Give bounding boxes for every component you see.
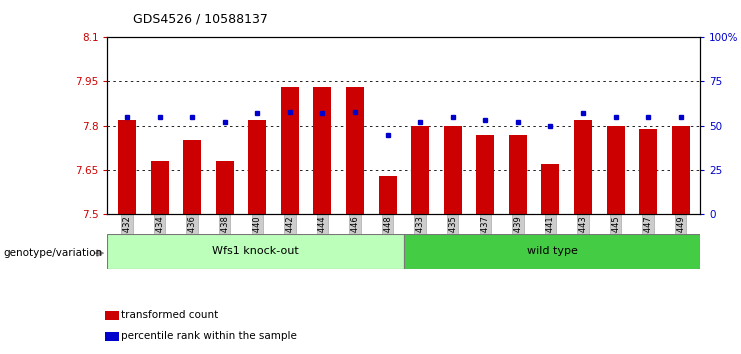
Bar (444, 126, 462, 214)
Text: percentile rank within the sample: percentile rank within the sample (121, 331, 296, 341)
Bar (216, 161, 233, 214)
Bar (639, 129, 657, 214)
Text: Wfs1 knock-out: Wfs1 knock-out (212, 246, 299, 256)
FancyBboxPatch shape (404, 234, 700, 269)
Text: GDS4526 / 10588137: GDS4526 / 10588137 (133, 12, 268, 25)
Bar (313, 87, 331, 214)
Bar (542, 164, 559, 214)
Bar (346, 87, 364, 214)
Bar (509, 135, 527, 214)
Text: transformed count: transformed count (121, 310, 218, 320)
Bar (672, 126, 690, 214)
Bar (574, 120, 592, 214)
Bar (281, 87, 299, 214)
Bar (411, 126, 429, 214)
Bar (183, 141, 201, 214)
FancyBboxPatch shape (107, 234, 404, 269)
Text: genotype/variation: genotype/variation (4, 248, 103, 258)
Bar (476, 135, 494, 214)
Bar (379, 176, 396, 214)
Bar (607, 126, 625, 214)
Bar (248, 120, 266, 214)
Text: wild type: wild type (527, 246, 577, 256)
Bar (118, 120, 136, 214)
Bar (150, 161, 168, 214)
